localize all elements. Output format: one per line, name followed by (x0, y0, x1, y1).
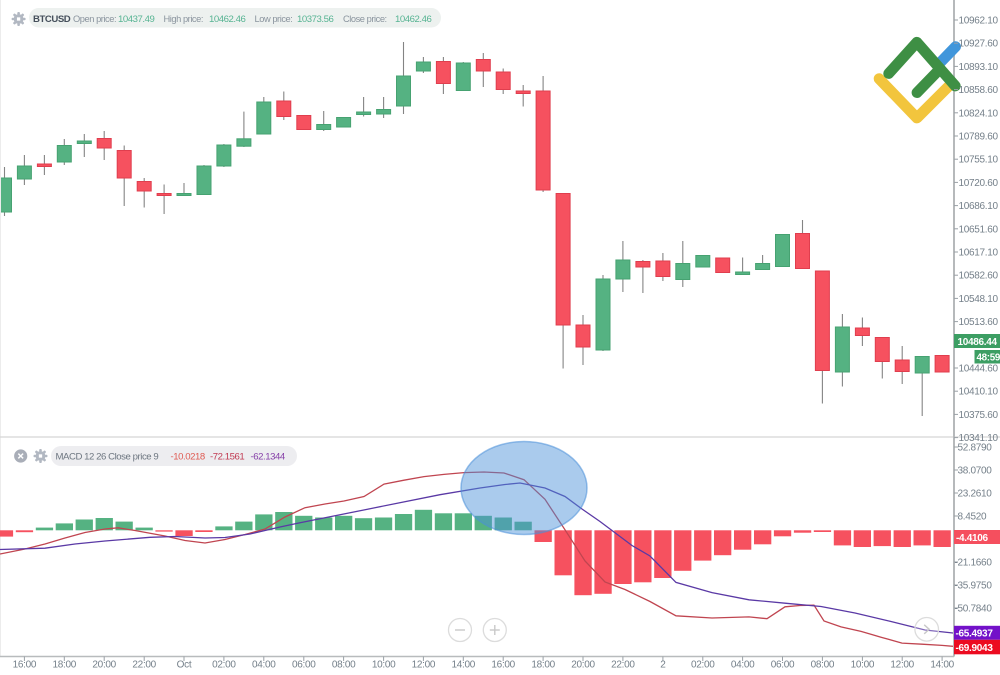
svg-text:-69.9043: -69.9043 (956, 643, 994, 654)
svg-text:08:00: 08:00 (332, 660, 356, 671)
svg-text:10824.10: 10824.10 (959, 108, 999, 119)
svg-text:10686.10: 10686.10 (959, 201, 999, 212)
svg-text:-65.4937: -65.4937 (956, 629, 994, 640)
svg-text:10893.10: 10893.10 (959, 62, 999, 73)
svg-text:10789.60: 10789.60 (959, 132, 999, 143)
svg-text:22:00: 22:00 (611, 660, 635, 671)
svg-text:20:00: 20:00 (571, 660, 595, 671)
svg-text:52.8790: 52.8790 (958, 443, 993, 454)
svg-text:04:00: 04:00 (731, 660, 755, 671)
svg-text:8.4520: 8.4520 (958, 512, 988, 523)
svg-text:10:00: 10:00 (372, 660, 396, 671)
svg-text:02:00: 02:00 (691, 660, 715, 671)
svg-text:10858.60: 10858.60 (959, 85, 999, 96)
svg-text:16:00: 16:00 (491, 660, 515, 671)
svg-text:MACD 12 26 Close price 9-10.02: MACD 12 26 Close price 9 -10.0218 -72.1561… (56, 452, 286, 463)
svg-text:10:00: 10:00 (851, 660, 875, 671)
svg-text:22:00: 22:00 (132, 660, 156, 671)
svg-text:-35.9750: -35.9750 (955, 581, 993, 592)
svg-text:10375.60: 10375.60 (959, 410, 999, 421)
svg-text:18:00: 18:00 (531, 660, 555, 671)
svg-text:10548.10: 10548.10 (959, 294, 999, 305)
svg-text:10341.10: 10341.10 (959, 433, 999, 444)
svg-text:10720.60: 10720.60 (959, 178, 999, 189)
svg-text:06:00: 06:00 (292, 660, 316, 671)
svg-text:Oct: Oct (177, 660, 192, 671)
svg-text:10617.10: 10617.10 (959, 248, 999, 259)
svg-text:-50.7840: -50.7840 (955, 604, 993, 615)
svg-text:10513.60: 10513.60 (959, 317, 999, 328)
svg-text:10962.10: 10962.10 (959, 16, 999, 27)
svg-text:10755.10: 10755.10 (959, 155, 999, 166)
svg-text:12:00: 12:00 (890, 660, 914, 671)
svg-text:48:59: 48:59 (977, 353, 1000, 364)
svg-text:06:00: 06:00 (771, 660, 795, 671)
svg-text:2: 2 (660, 660, 666, 671)
svg-text:12:00: 12:00 (412, 660, 436, 671)
svg-text:-21.1660: -21.1660 (955, 558, 993, 569)
svg-text:-4.4106: -4.4106 (956, 533, 989, 544)
svg-text:10444.60: 10444.60 (959, 364, 999, 375)
svg-text:10927.60: 10927.60 (959, 39, 999, 50)
svg-text:14:00: 14:00 (452, 660, 476, 671)
svg-text:10582.60: 10582.60 (959, 271, 999, 282)
svg-text:20:00: 20:00 (92, 660, 116, 671)
svg-text:08:00: 08:00 (811, 660, 835, 671)
svg-text:23.2610: 23.2610 (958, 489, 993, 500)
svg-text:14:00: 14:00 (930, 660, 954, 671)
svg-text:02:00: 02:00 (212, 660, 236, 671)
svg-text:16:00: 16:00 (13, 660, 37, 671)
svg-text:10651.60: 10651.60 (959, 224, 999, 235)
svg-text:10486.44: 10486.44 (958, 337, 998, 348)
svg-text:38.0700: 38.0700 (958, 466, 993, 477)
svg-text:04:00: 04:00 (252, 660, 276, 671)
svg-text:10410.10: 10410.10 (959, 387, 999, 398)
svg-text:18:00: 18:00 (53, 660, 77, 671)
